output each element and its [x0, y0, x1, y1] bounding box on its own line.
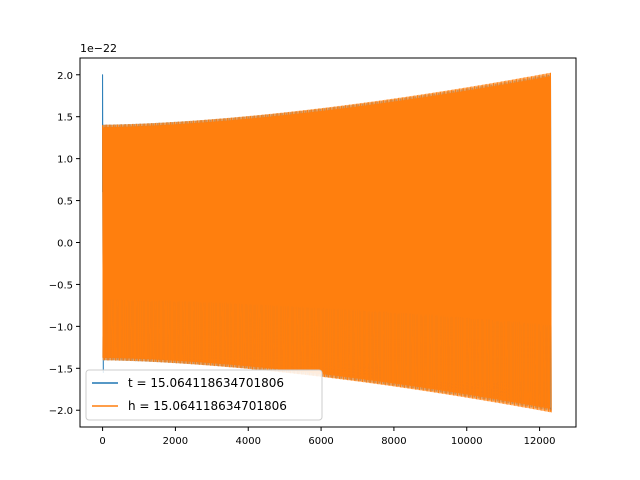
y-tick-label: −1.0 — [49, 322, 73, 333]
x-tick-label: 4000 — [236, 436, 261, 447]
series-line-h — [102, 72, 552, 413]
y-tick-label: 2.0 — [57, 71, 73, 82]
y-tick-label: 0.5 — [57, 197, 73, 208]
y-tick-label: −1.5 — [49, 364, 73, 375]
x-tick-label: 8000 — [381, 436, 406, 447]
legend-box — [85, 369, 323, 421]
y-tick-label: 1.0 — [57, 155, 73, 166]
y-tick-label: −0.5 — [49, 280, 73, 291]
x-tick-label: 10000 — [451, 436, 483, 447]
x-tick-label: 12000 — [524, 436, 556, 447]
x-tick-label: 6000 — [308, 436, 333, 447]
y-tick-label: −2.0 — [49, 406, 73, 417]
legend-label-t: t = 15.064118634701806 — [128, 376, 284, 390]
legend: t = 15.064118634701806 h = 15.0641186347… — [85, 369, 323, 421]
x-tick-label: 0 — [99, 436, 105, 447]
x-tick-label: 2000 — [163, 436, 188, 447]
y-scale-label: 1e−22 — [80, 42, 117, 55]
x-axis-ticks: 0 2000 4000 6000 8000 10000 12000 — [99, 427, 555, 447]
legend-label-h: h = 15.064118634701806 — [128, 399, 287, 413]
series-layer — [102, 72, 552, 413]
y-axis-ticks: 2.0 1.5 1.0 0.5 0.0 −0.5 −1.0 −1.5 −2.0 — [49, 71, 80, 417]
y-tick-label: 0.0 — [57, 239, 73, 250]
y-tick-label: 1.5 — [57, 113, 73, 124]
